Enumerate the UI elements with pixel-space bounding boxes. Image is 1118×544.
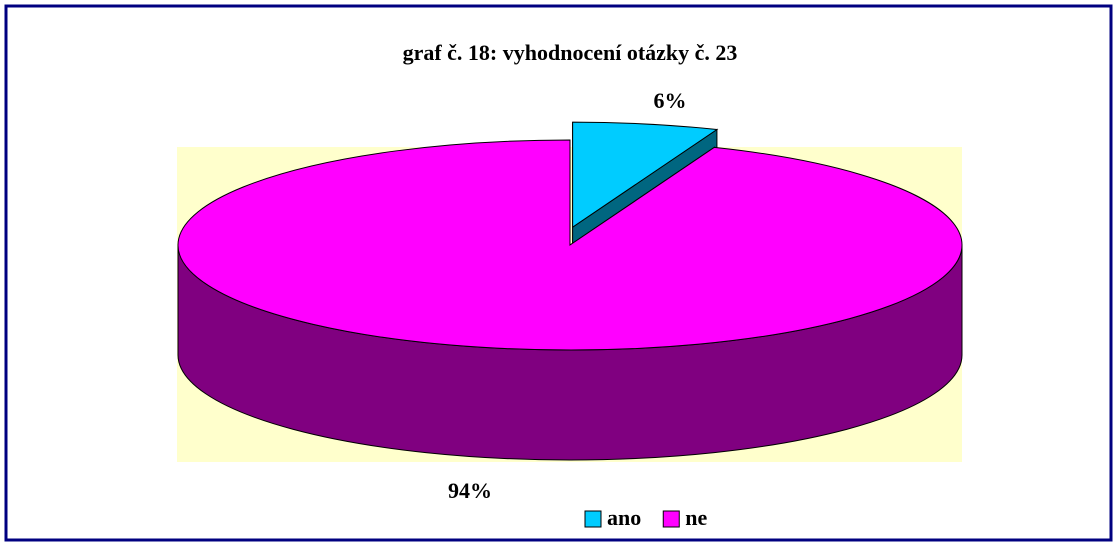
legend-label: ne [685, 505, 707, 530]
slice [177, 139, 963, 351]
slice [572, 121, 719, 229]
data-label: 6% [654, 88, 687, 113]
chart-title: graf č. 18: vyhodnocení otázky č. 23 [403, 40, 738, 65]
data-label: 94% [448, 478, 492, 503]
legend-label: ano [607, 505, 641, 530]
legend-swatch [662, 510, 680, 528]
legend-swatch [584, 510, 602, 528]
